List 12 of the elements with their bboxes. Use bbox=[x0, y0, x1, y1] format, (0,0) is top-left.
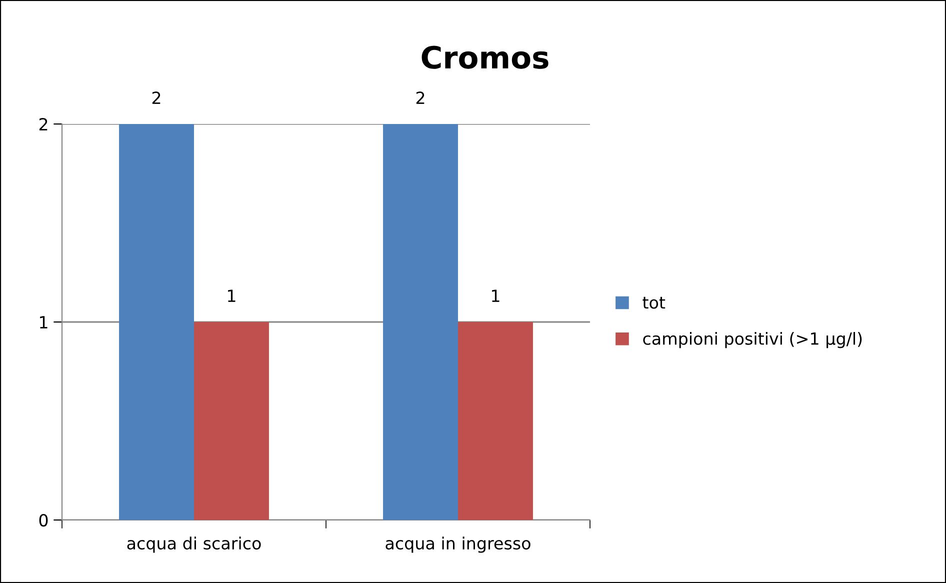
chart-title: Cromos bbox=[422, 46, 548, 69]
y-tick-label: 1 bbox=[40, 316, 48, 328]
x-tick-label: acqua di scarico bbox=[127, 536, 261, 553]
data-label: 1 bbox=[492, 290, 500, 302]
x-tick-label: acqua in ingresso bbox=[386, 536, 530, 553]
legend-label: campioni positivi (>1 µg/l) bbox=[643, 332, 862, 348]
data-label: 1 bbox=[228, 290, 236, 302]
y-tick-label: 2 bbox=[39, 118, 48, 130]
data-label: 2 bbox=[152, 91, 160, 104]
data-label: 2 bbox=[416, 91, 424, 104]
legend-label: tot bbox=[642, 296, 666, 309]
y-tick-label: 0 bbox=[39, 514, 48, 527]
